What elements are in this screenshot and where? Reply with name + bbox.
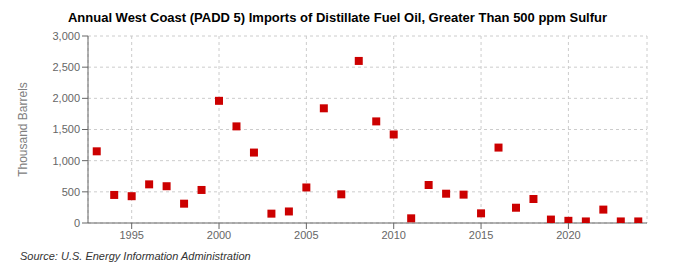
html-text:Source: U.S. Energy Informatio: Source: U.S. Energy Information Administ… [20, 250, 251, 262]
svg-text:1,000: 1,000 [52, 155, 80, 167]
svg-text:Thousand Barrels: Thousand Barrels [16, 82, 30, 177]
svg-text:1995: 1995 [119, 229, 143, 241]
svg-text:2000: 2000 [207, 229, 231, 241]
html-text:Annual West Coast (PADD 5) Imp: Annual West Coast (PADD 5) Imports of Di… [67, 10, 607, 25]
svg-text:0: 0 [74, 217, 80, 229]
svg-text:2020: 2020 [556, 229, 580, 241]
svg-text:2015: 2015 [469, 229, 493, 241]
svg-text:2010: 2010 [381, 229, 405, 241]
svg-text:2,000: 2,000 [52, 92, 80, 104]
svg-text:3,000: 3,000 [52, 30, 80, 42]
svg-text:2005: 2005 [294, 229, 318, 241]
svg-text:500: 500 [62, 186, 80, 198]
svg-text:1,500: 1,500 [52, 123, 80, 135]
svg-text:2,500: 2,500 [52, 61, 80, 73]
